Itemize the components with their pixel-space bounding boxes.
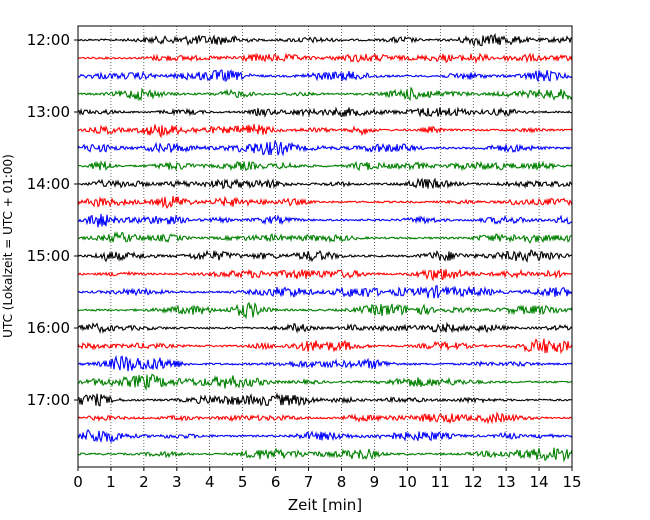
x-tick-label: 9: [370, 473, 380, 491]
y-tick-label: 17:00: [27, 391, 70, 409]
trace-line: [77, 373, 573, 391]
trace-line: [77, 195, 573, 209]
trace-line: [77, 447, 573, 463]
x-tick-label: 1: [106, 473, 116, 491]
x-tick-label: 6: [271, 473, 281, 491]
x-tick-label: 13: [497, 473, 516, 491]
trace-line: [77, 321, 573, 334]
trace-line: [77, 69, 573, 83]
x-tick-label: 2: [139, 473, 149, 491]
x-tick-label: 3: [172, 473, 182, 491]
trace-line: [77, 177, 573, 190]
y-tick-label: 14:00: [27, 175, 70, 193]
trace-line: [77, 123, 573, 139]
x-tick-label: 0: [73, 473, 83, 491]
trace-line: [77, 392, 573, 407]
trace-line: [77, 32, 573, 47]
plot-background: [78, 26, 572, 467]
trace-line: [77, 285, 573, 299]
x-tick-label: 8: [337, 473, 347, 491]
x-tick-label: 4: [205, 473, 215, 491]
trace-line: [77, 213, 573, 228]
trace-line: [77, 52, 573, 65]
x-tick-label: 12: [464, 473, 483, 491]
x-tick-label: 11: [431, 473, 450, 491]
y-axis-label: UTC (Lokalzeit = UTC + 01:00): [1, 154, 15, 338]
plot-frame: [77, 25, 573, 468]
x-axis-label: Zeit [min]: [288, 496, 362, 514]
x-tick-label: 15: [562, 473, 581, 491]
x-tick-label: 5: [238, 473, 248, 491]
trace-line: [77, 411, 573, 425]
y-tick-label: 16:00: [27, 319, 70, 337]
x-axis-ticks: 0 1 2 3 4 5 6 7 8 9 10 11 12 13 14 15: [73, 467, 582, 491]
x-tick-label: 14: [530, 473, 549, 491]
y-tick-label: 12:00: [27, 31, 70, 49]
trace-line: [77, 230, 573, 244]
trace-line: [77, 301, 573, 320]
y-tick-label: 13:00: [27, 103, 70, 121]
trace-line: [77, 268, 573, 282]
trace-line: [77, 160, 573, 172]
y-tick-label: 15:00: [27, 247, 70, 265]
x-tick-label: 10: [398, 473, 417, 491]
trace-line: [77, 139, 573, 157]
trace-line: [77, 338, 573, 355]
trace-line: [77, 428, 573, 444]
trace-line: [77, 354, 573, 372]
trace-line: [77, 249, 573, 263]
x-tick-label: 7: [304, 473, 314, 491]
seismic-traces: [77, 32, 573, 463]
y-axis-ticks: 12:00 13:00 14:00 15:00 16:00 17:00: [27, 31, 78, 409]
trace-line: [77, 86, 573, 102]
trace-line: [77, 106, 573, 118]
